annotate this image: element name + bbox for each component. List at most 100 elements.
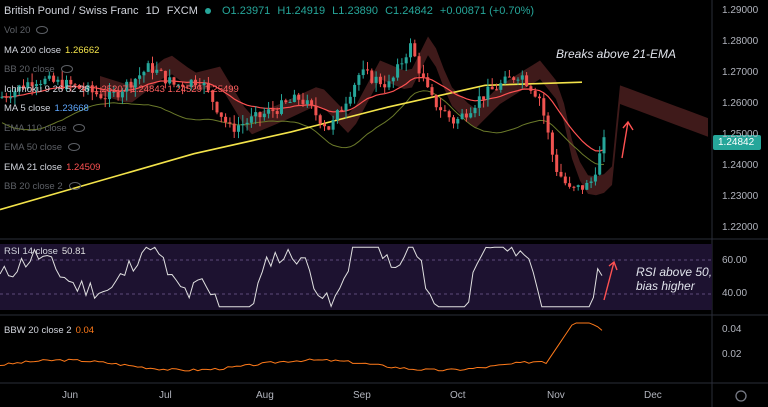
indicator-legend-item[interactable]: Ichimoku 9 26 52 26 1.25207 1.24843 1.245… [4,84,239,95]
candle-body [473,107,477,114]
candle-body [572,186,576,188]
time-tick-label: Aug [256,390,274,401]
candle-body [417,56,421,74]
candle-body [430,87,434,95]
candle-body [335,110,339,121]
candle-body [516,79,520,81]
indicator-label: BB 20 close [4,64,55,75]
annotation-rsi-line1: RSI above 50, [636,265,713,279]
indicator-value: 1.25207 1.24843 1.24529 1.25499 [93,83,239,95]
candle-body [305,100,309,105]
candle-body [525,75,529,87]
rsi-tick-label: 40.00 [722,287,748,299]
indicator-legend-item[interactable]: BB 20 close [4,64,73,75]
price-tag: 1.24842 [718,137,755,148]
candle-body [563,176,567,184]
candle-body [194,79,197,86]
candle-body [211,90,215,102]
candle-body [353,84,357,97]
ohlc-change: +0.00871 (+0.70%) [439,5,535,17]
candle-body [533,90,537,97]
status-dot [204,8,211,14]
candle-body [168,77,172,84]
symbol-header[interactable]: British Pound / Swiss Franc 1D FXCM O1.2… [4,5,538,17]
candle-body [4,96,8,98]
time-tick-label: Sep [353,390,371,401]
candle-body [443,110,447,112]
price-tick-label: 1.23000 [722,191,759,203]
eye-icon[interactable] [36,26,49,34]
indicator-legend-item[interactable]: EMA 50 close [4,142,81,153]
candle-body [224,116,228,123]
candle-body [30,82,34,87]
candle-body [348,96,352,104]
ohlc-high: H1.24919 [277,5,326,17]
indicator-label: Ichimoku 9 26 52 26 [4,83,90,95]
candle-body [568,183,572,187]
candle-body [413,43,417,57]
interval[interactable]: 1D [145,5,160,17]
eye-icon[interactable] [72,123,85,132]
price-tick-label: 1.29000 [722,4,759,16]
candle-body [598,153,602,175]
price-tick-label: 1.26000 [722,97,759,109]
candle-body [297,94,301,100]
bbw-legend[interactable]: BBW 20 close 2 0.04 [4,325,94,336]
candle-body [271,109,275,112]
candle-body [400,63,404,65]
candle-body [159,69,163,71]
candle-body [151,63,154,73]
indicator-label: EMA 50 close [4,142,63,153]
indicator-legend-item[interactable]: EMA 21 close 1.24509 [4,162,100,173]
price-tick-label: 1.22000 [722,222,759,234]
annotation-rsi-line2: bias higher [636,279,695,293]
candle-body [262,113,266,118]
eye-icon[interactable] [68,143,81,151]
candle-body [314,105,318,116]
rsi-band [0,244,712,310]
candle-body [292,94,296,103]
candle-body [550,132,554,155]
candle-body [426,77,430,88]
eye-icon[interactable] [68,182,81,190]
candle-body [112,91,116,93]
candle-body [237,125,240,132]
indicator-legend-item[interactable]: EMA 110 close [4,123,85,134]
rsi-legend-label: RSI 14 close [4,246,58,257]
candle-body [163,70,167,84]
indicator-legend-item[interactable]: MA 200 close 1.26662 [4,45,99,56]
candle-body [310,100,314,106]
candle-body [357,75,361,85]
rsi-arrow [603,260,618,301]
indicator-legend-item[interactable]: Vol 20 [4,25,49,36]
candle-body [241,124,245,126]
indicator-legend-item[interactable]: BB 20 close 2 [4,181,81,192]
candle-body [456,118,460,124]
indicator-label: BB 20 close 2 [4,181,63,192]
time-tick-label: Nov [547,390,565,401]
candle-body [538,96,541,99]
candle-body [73,84,77,86]
time-tick-label: Dec [644,390,662,401]
candle-body [146,63,150,72]
price-tick-label: 1.25000 [722,129,759,141]
candle-body [280,100,283,114]
price-tick-label: 1.27000 [722,66,759,78]
candle-body [439,107,443,111]
candle-body [284,100,288,103]
bbw-legend-label: BBW 20 close 2 [4,325,72,336]
candle-body [374,76,378,83]
indicator-legend-item[interactable]: MA 5 close 1.23668 [4,103,89,114]
rsi-legend[interactable]: RSI 14 close 50.81 [4,246,86,257]
candle-body [495,89,498,91]
indicator-value: 1.24509 [66,161,101,173]
eye-icon[interactable] [60,65,73,73]
candle-body [383,84,387,88]
candle-body [69,79,73,85]
gear-icon[interactable] [735,390,747,402]
candle-body [370,70,374,83]
candle-body [529,86,533,91]
candle-body [378,76,382,85]
candle-body [245,122,249,125]
